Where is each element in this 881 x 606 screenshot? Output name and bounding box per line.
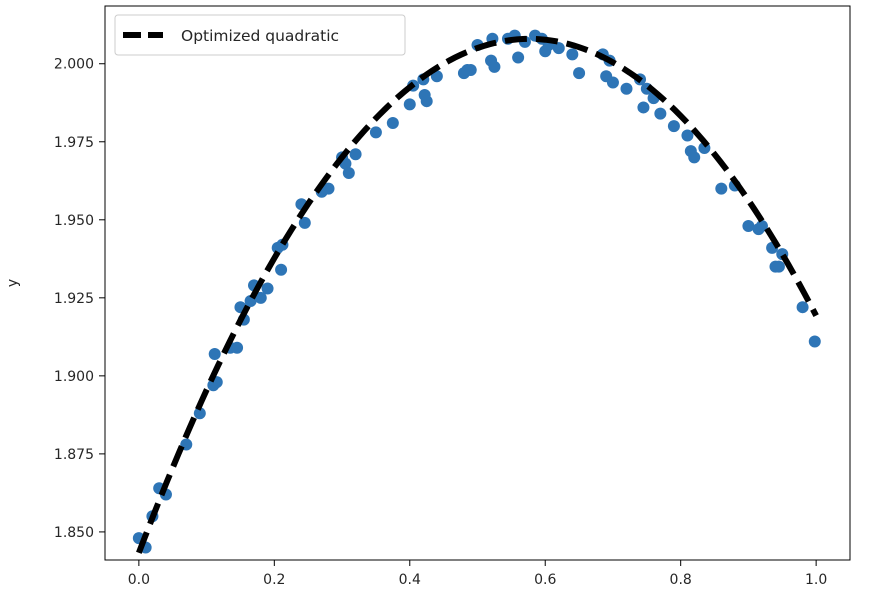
data-point — [715, 182, 728, 195]
data-point — [369, 126, 382, 139]
data-point — [488, 60, 501, 73]
legend-box — [114, 14, 406, 56]
y-tick-label: 1.925 — [54, 291, 94, 307]
y-tick-label: 1.900 — [54, 369, 94, 385]
legend: Optimized quadratic — [114, 14, 406, 56]
data-point — [208, 348, 221, 361]
data-point — [620, 82, 633, 95]
data-point — [796, 301, 809, 314]
x-tick-label: 0.0 — [128, 572, 150, 588]
y-tick-label: 1.950 — [54, 213, 94, 229]
data-point — [637, 101, 650, 114]
data-point — [349, 148, 362, 161]
y-tick-label: 1.975 — [54, 135, 94, 151]
data-point — [772, 260, 785, 273]
data-point — [606, 76, 619, 89]
data-point — [566, 48, 579, 61]
data-point — [742, 220, 755, 233]
data-point — [322, 182, 335, 195]
axes-layer: 0.0 0.2 0.4 0.6 0.8 1.0 1.850 1.875 1.900 1.925 1.… — [54, 57, 827, 588]
data-point — [552, 42, 565, 55]
data-point — [298, 216, 311, 229]
data-point — [512, 51, 525, 64]
data-point — [667, 120, 680, 133]
data-point — [261, 282, 274, 295]
legend-label-optimized-quadratic: Optimized quadratic — [181, 27, 339, 45]
data-point — [808, 335, 821, 348]
y-tick-label: 2.000 — [54, 57, 94, 73]
data-point — [342, 166, 355, 179]
x-tick-label: 0.6 — [534, 572, 556, 588]
x-tick-label: 0.4 — [399, 572, 421, 588]
data-point — [688, 151, 701, 164]
y-tick-label: 1.875 — [54, 447, 94, 463]
data-point — [420, 95, 433, 108]
data-point — [464, 63, 477, 76]
fit-curve-optimized-quadratic — [136, 35, 819, 554]
data-point — [231, 341, 244, 354]
y-tick-label: 1.850 — [54, 525, 94, 541]
x-tick-label: 0.8 — [670, 572, 692, 588]
fit-curve-layer — [136, 35, 819, 554]
data-point — [654, 107, 667, 120]
plot-frame — [104, 5, 851, 561]
data-point — [193, 407, 206, 420]
x-tick-label: 0.2 — [263, 572, 285, 588]
data-point — [403, 98, 416, 111]
data-point — [254, 291, 267, 304]
data-point — [386, 117, 399, 130]
x-tick-label: 1.0 — [805, 572, 827, 588]
data-point — [573, 67, 586, 80]
data-point — [681, 129, 694, 142]
data-points-layer — [132, 29, 821, 554]
data-point — [755, 220, 768, 233]
y-axis-label: y — [5, 279, 21, 287]
data-point — [275, 263, 288, 276]
